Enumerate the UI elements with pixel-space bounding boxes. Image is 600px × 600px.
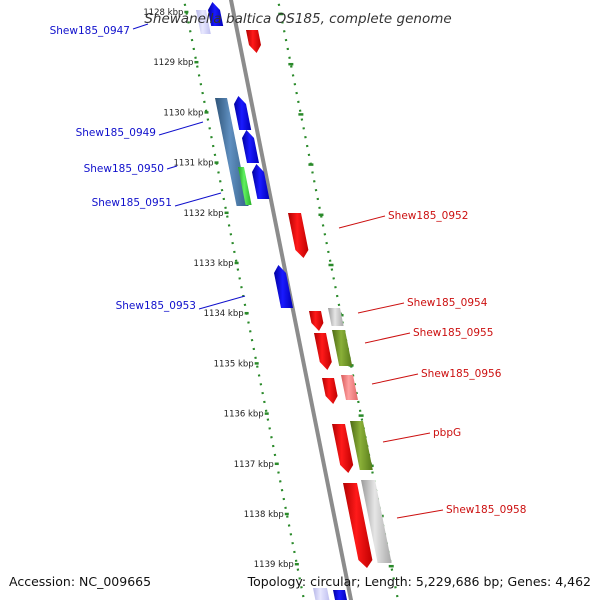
forward-gene-leader xyxy=(174,192,222,207)
kbp-tick-label: 1137 kbp xyxy=(234,460,274,470)
reverse-gene-label: Shew185_0955 xyxy=(413,327,493,339)
reverse-gene-leader xyxy=(371,373,419,385)
map-title: Shewanella baltica OS185, complete genom… xyxy=(144,11,451,27)
accession-text: Accession: NC_009665 xyxy=(9,574,152,589)
gene-labels: Shew185_0947 Shew185_0949 Shew185_0950 Shew… xyxy=(50,23,526,519)
gene-feature xyxy=(208,2,224,26)
kbp-tick-label: 1130 kbp xyxy=(163,108,203,118)
gene-feature xyxy=(252,164,270,199)
topology-summary: Topology: circular; Length: 5,229,686 bp… xyxy=(247,574,591,589)
kbp-tick-label: 1135 kbp xyxy=(214,359,254,369)
reverse-gene-leader xyxy=(396,509,444,519)
gene-feature xyxy=(314,333,332,370)
reverse-gene-label: Shew185_0958 xyxy=(446,504,526,516)
gene-feature xyxy=(196,10,211,34)
kbp-tick-label: 1138 kbp xyxy=(244,510,284,520)
gene-feature xyxy=(332,330,353,366)
reverse-gene-label: pbpG xyxy=(433,427,461,439)
forward-gene-leader xyxy=(158,121,204,136)
gene-feature xyxy=(361,480,392,563)
kbp-tick-label: 1129 kbp xyxy=(153,58,193,68)
gene-feature xyxy=(234,96,252,130)
gene-feature xyxy=(343,483,373,568)
gene-feature xyxy=(215,98,249,206)
gene-feature xyxy=(242,130,259,163)
reverse-gene-label: Shew185_0956 xyxy=(421,368,502,380)
kbp-tick-label: 1134 kbp xyxy=(204,309,244,319)
kbp-tick-label: 1136 kbp xyxy=(224,410,264,420)
forward-gene-label: Shew185_0949 xyxy=(76,127,156,139)
reverse-gene-label: Shew185_0952 xyxy=(388,210,468,222)
reverse-gene-label: Shew185_0954 xyxy=(407,297,488,309)
reverse-gene-leader xyxy=(338,215,386,229)
gene-feature xyxy=(288,213,309,258)
kbp-tick-label: 1131 kbp xyxy=(173,159,213,169)
gene-feature xyxy=(341,375,358,400)
gene-feature xyxy=(332,424,354,473)
forward-gene-leader xyxy=(198,295,246,310)
gene-feature xyxy=(333,590,347,600)
forward-gene-label: Shew185_0953 xyxy=(116,300,196,312)
kbp-tick-label: 1139 kbp xyxy=(254,560,294,570)
reverse-gene-leader xyxy=(364,332,411,344)
forward-gene-label: Shew185_0950 xyxy=(84,163,164,175)
gene-feature xyxy=(246,30,261,53)
forward-gene-leader xyxy=(166,165,178,170)
gene-feature xyxy=(274,265,293,308)
gene-feature xyxy=(238,167,252,205)
forward-gene-label: Shew185_0951 xyxy=(92,197,172,209)
gene-feature xyxy=(309,311,324,331)
kbp-tick-label: 1128 kbp xyxy=(143,8,183,18)
gene-feature xyxy=(328,308,344,326)
gene-features xyxy=(196,2,392,600)
reverse-gene-leader xyxy=(382,432,431,443)
kbp-tick-label: 1132 kbp xyxy=(183,209,223,219)
forward-gene-label: Shew185_0947 xyxy=(50,25,130,37)
gene-feature xyxy=(350,421,373,470)
kbp-tick-label: 1133 kbp xyxy=(194,259,234,269)
gene-feature xyxy=(322,378,338,404)
gene-feature xyxy=(313,588,330,600)
forward-gene-leader xyxy=(132,23,149,30)
reverse-gene-leader xyxy=(357,302,405,314)
